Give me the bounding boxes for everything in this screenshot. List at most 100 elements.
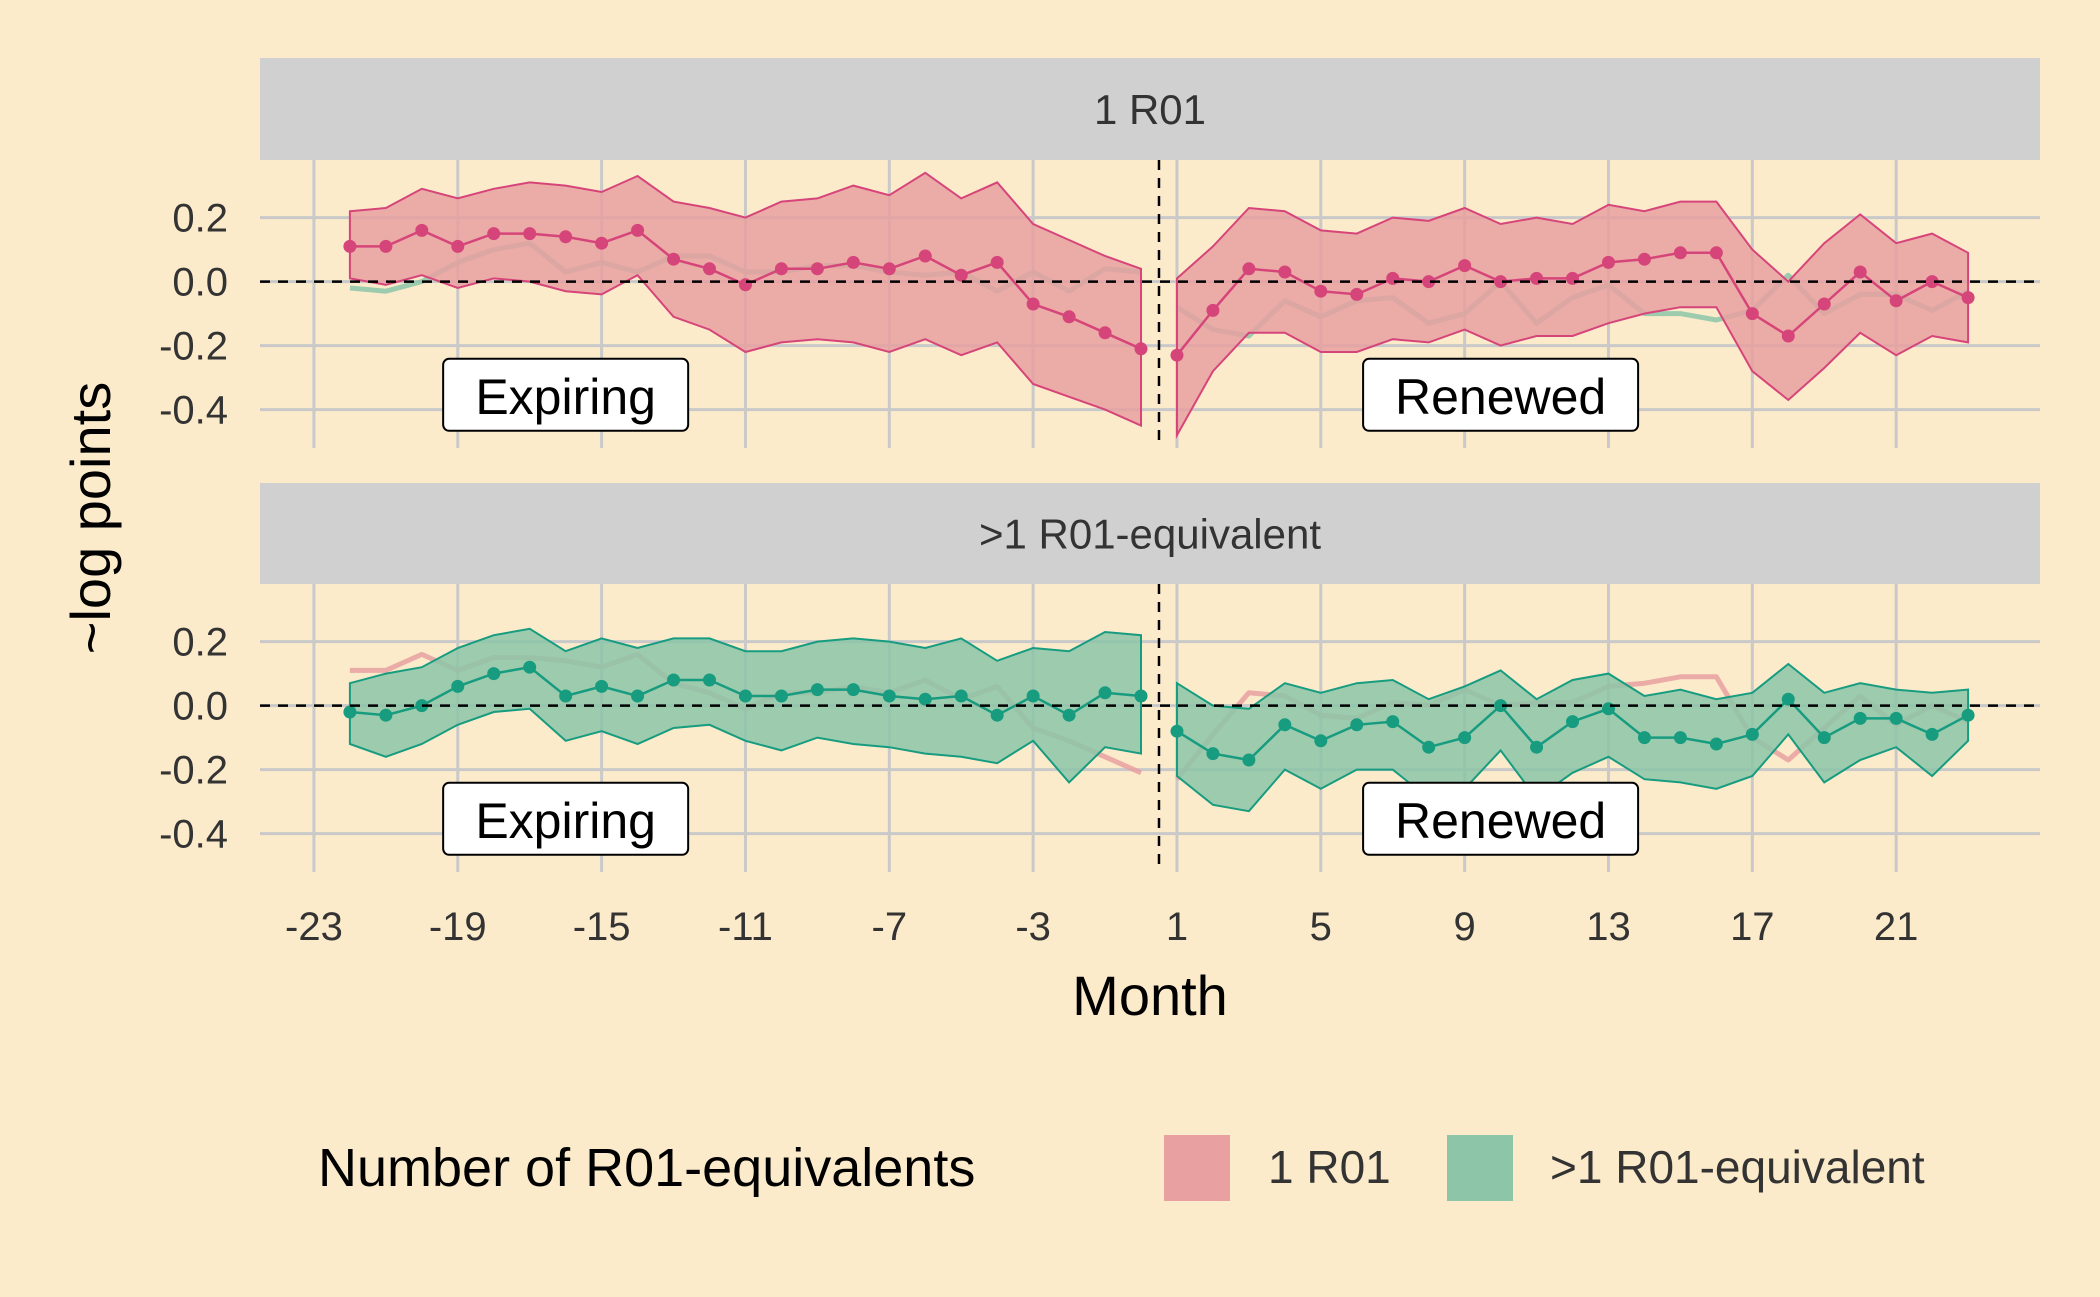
- renewed-label: Renewed: [1395, 793, 1606, 849]
- panel-strip: [260, 58, 2040, 160]
- data-point: [918, 692, 932, 706]
- data-point: [415, 223, 429, 237]
- data-point: [1601, 702, 1615, 716]
- panel-1: 1 R01 0.2 0.0 -0.2 -0.4 Expiring Renewed: [159, 58, 2040, 448]
- data-point: [343, 239, 357, 253]
- data-point: [667, 252, 681, 266]
- data-point: [1134, 342, 1148, 356]
- x-tick-label: 5: [1310, 905, 1332, 949]
- y-tick-label: 0.2: [172, 621, 228, 665]
- data-point: [1566, 715, 1580, 729]
- data-point: [451, 679, 465, 693]
- data-point: [631, 689, 645, 703]
- legend-title: Number of R01-equivalents: [318, 1138, 975, 1198]
- y-tick-label: 0.0: [172, 685, 228, 729]
- data-point: [1350, 718, 1364, 732]
- panel-strip-label: 1 R01: [1094, 86, 1206, 133]
- data-point: [1170, 348, 1184, 362]
- data-point: [1494, 699, 1508, 713]
- y-tick-label: -0.4: [159, 389, 228, 433]
- data-point: [1781, 329, 1795, 343]
- data-point: [1637, 731, 1651, 745]
- expiring-label-box: [442, 357, 690, 432]
- data-point: [1853, 265, 1867, 279]
- y-axis-title: ~log points: [59, 382, 122, 654]
- x-tick-label: -11: [718, 905, 773, 949]
- data-point: [415, 699, 429, 713]
- data-point: [1961, 708, 1975, 722]
- data-point: [1170, 724, 1184, 738]
- data-point: [1386, 271, 1400, 285]
- legend-swatch: [1447, 1135, 1513, 1201]
- data-point: [846, 255, 860, 269]
- x-axis: -23 -19 -15 -11 -7 -3 1 5 9 13 17 21: [285, 905, 1918, 949]
- data-point: [1530, 740, 1544, 754]
- data-point: [1422, 275, 1436, 289]
- data-point: [379, 239, 393, 253]
- data-point: [702, 673, 716, 687]
- data-point: [451, 239, 465, 253]
- x-tick-label: -3: [1015, 905, 1051, 949]
- x-axis-title: Month: [1072, 964, 1228, 1027]
- data-point: [1637, 252, 1651, 266]
- legend-item-label: >1 R01-equivalent: [1550, 1141, 1925, 1193]
- data-point: [954, 689, 968, 703]
- x-tick-label: -7: [872, 905, 908, 949]
- data-point: [738, 278, 752, 292]
- data-point: [559, 689, 573, 703]
- data-point: [1206, 303, 1220, 317]
- y-tick-label: -0.2: [159, 749, 228, 793]
- data-point: [595, 236, 609, 250]
- data-point: [1278, 718, 1292, 732]
- data-point: [1781, 692, 1795, 706]
- data-point: [810, 262, 824, 276]
- data-point: [1458, 259, 1472, 273]
- panel-strip-label: >1 R01-equivalent: [979, 511, 1321, 558]
- data-point: [1242, 262, 1256, 276]
- data-point: [487, 227, 501, 241]
- data-point: [1566, 271, 1580, 285]
- y-tick-label: 0.0: [172, 261, 228, 305]
- data-point: [1709, 737, 1723, 751]
- data-point: [1817, 731, 1831, 745]
- confidence-band: [348, 627, 1143, 784]
- data-point: [1026, 297, 1040, 311]
- data-point: [1925, 275, 1939, 289]
- data-point: [1350, 287, 1364, 301]
- data-point: [1709, 246, 1723, 260]
- data-point: [667, 673, 681, 687]
- legend: Number of R01-equivalents 1 R01 >1 R01-equ…: [318, 1135, 1925, 1201]
- data-point: [1026, 689, 1040, 703]
- data-point: [1673, 731, 1687, 745]
- data-point: [738, 689, 752, 703]
- y-tick-label: -0.4: [159, 813, 228, 857]
- data-point: [1745, 727, 1759, 741]
- expiring-label: Expiring: [475, 793, 656, 849]
- data-point: [1889, 294, 1903, 308]
- renewed-label-box: [1362, 781, 1640, 856]
- data-point: [1134, 689, 1148, 703]
- data-point: [1062, 310, 1076, 324]
- data-point: [990, 255, 1004, 269]
- renewed-label: Renewed: [1395, 369, 1606, 425]
- data-point: [702, 262, 716, 276]
- confidence-band: [1175, 200, 1970, 440]
- data-point: [1062, 708, 1076, 722]
- data-point: [1817, 297, 1831, 311]
- x-tick-label: 1: [1166, 905, 1188, 949]
- data-point: [1745, 307, 1759, 321]
- data-point: [918, 249, 932, 263]
- x-tick-label: 13: [1586, 905, 1631, 949]
- data-point: [810, 683, 824, 697]
- data-point: [559, 230, 573, 244]
- data-point: [343, 705, 357, 719]
- data-point: [1242, 753, 1256, 767]
- data-point: [1961, 291, 1975, 305]
- data-point: [379, 708, 393, 722]
- data-point: [523, 660, 537, 674]
- data-point: [1098, 686, 1112, 700]
- data-point: [1601, 255, 1615, 269]
- expiring-label-box: [442, 781, 690, 856]
- data-point: [1098, 326, 1112, 340]
- data-point: [1278, 265, 1292, 279]
